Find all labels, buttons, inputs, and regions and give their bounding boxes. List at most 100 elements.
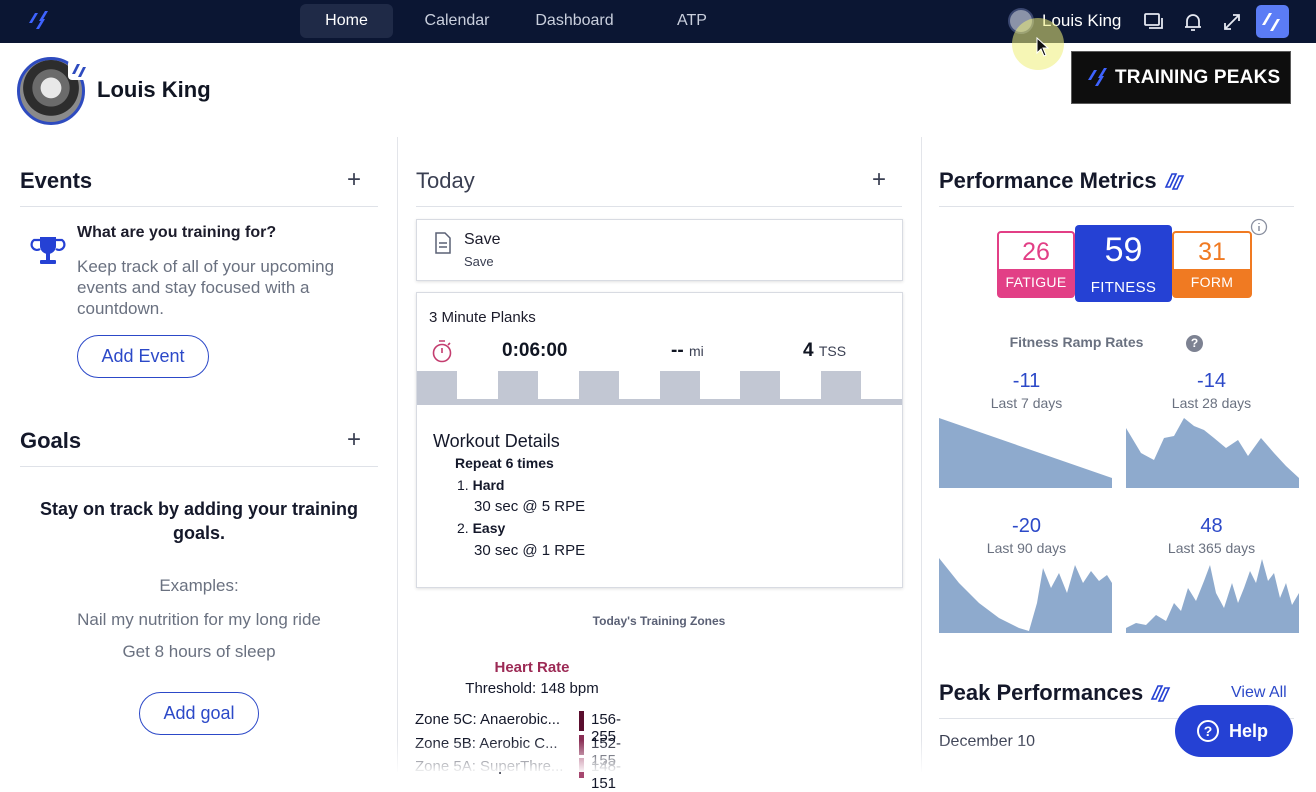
peak-performances-title: Peak Performances (939, 680, 1144, 705)
banner-text: TRAINING PEAKS (1115, 67, 1281, 88)
heart-rate-threshold: Threshold: 148 bpm (465, 680, 599, 697)
zone-color-bar (579, 711, 584, 731)
workout-duration: 0:06:00 (502, 340, 568, 361)
workout-distance: -- (671, 340, 684, 361)
add-today-plus-icon[interactable]: + (872, 166, 887, 193)
step-name: Easy (472, 520, 506, 536)
events-description: Keep track of all of your upcoming event… (77, 257, 335, 318)
ramp-chart-28-days (1126, 418, 1299, 488)
expand-icon[interactable] (1220, 10, 1244, 34)
workout-structure-graph (417, 371, 902, 405)
workout-card[interactable] (416, 292, 903, 588)
training-zones-title: Today's Training Zones (592, 614, 726, 628)
performance-metrics-title: Performance Metrics (939, 168, 1157, 193)
add-goal-plus-icon[interactable]: + (347, 426, 362, 453)
ramp-chart-7-days (939, 418, 1112, 488)
user-name-nav[interactable]: Louis King (1042, 11, 1122, 30)
divider (20, 466, 378, 467)
goals-examples-label: Examples: (159, 576, 239, 595)
document-icon (435, 232, 451, 254)
note-title: Save (464, 231, 501, 248)
tab-dashboard[interactable]: Dashboard (535, 12, 614, 29)
fitness-ramp-title: Fitness Ramp Rates (1009, 334, 1144, 350)
step-detail: 30 sec @ 5 RPE (474, 498, 586, 515)
trainingpeaks-banner: TRAINING PEAKS (1071, 51, 1291, 104)
add-event-button[interactable]: Add Event (77, 335, 209, 378)
step-number: 2. (457, 520, 469, 536)
zone-color-bar (579, 758, 584, 778)
scroll-fade (0, 740, 1316, 772)
chat-icon[interactable] (1142, 10, 1166, 34)
mouse-cursor-icon (1036, 37, 1050, 57)
note-card[interactable]: Save Save (416, 219, 903, 281)
app-switch-icon[interactable] (1256, 5, 1289, 38)
goal-example: Nail my nutrition for my long ride (77, 610, 321, 629)
events-title: Events (20, 168, 93, 193)
ramp-value-90: -20 (1012, 515, 1041, 537)
fitness-value: 59 (1104, 231, 1143, 269)
column-divider (921, 137, 922, 772)
question-icon: ? (1197, 720, 1219, 742)
ramp-period-28: Last 28 days (1171, 395, 1252, 411)
workout-tss: 4 (803, 340, 814, 361)
tab-home[interactable]: Home (300, 4, 393, 38)
divider (939, 206, 1294, 207)
zone-name: Zone 5A: SuperThre... (415, 758, 564, 775)
divider (20, 206, 378, 207)
column-divider (397, 137, 398, 772)
add-goal-button[interactable]: Add goal (139, 692, 259, 735)
zone-name: Zone 5B: Aerobic C... (415, 735, 558, 752)
peak-date: December 10 (939, 733, 1036, 750)
fitness-metric[interactable]: 59 FITNESS (1075, 225, 1172, 302)
repeat-label: Repeat 6 times (455, 455, 554, 471)
ramp-chart-90-days (939, 558, 1112, 633)
info-icon[interactable] (1250, 218, 1268, 236)
premium-badge-icon (1164, 173, 1185, 190)
bell-icon[interactable] (1181, 10, 1205, 34)
goals-cta-text: Stay on track by adding your training go… (39, 499, 359, 543)
step-name: Hard (472, 477, 505, 493)
tss-unit: TSS (818, 343, 847, 359)
stopwatch-icon (432, 340, 452, 363)
premium-badge-icon (68, 60, 90, 80)
form-label: FORM (1174, 269, 1250, 296)
events-question: What are you training for? (77, 224, 277, 241)
add-event-plus-icon[interactable]: + (347, 166, 362, 193)
step-number: 1. (457, 477, 469, 493)
fatigue-label: FATIGUE (999, 269, 1073, 296)
help-circle-icon[interactable]: ? (1186, 335, 1203, 352)
zone-range: 148-151 (591, 758, 622, 792)
divider (416, 206, 902, 207)
ramp-value-28: -14 (1197, 370, 1226, 392)
trainingpeaks-banner-logo-icon (1088, 68, 1107, 86)
form-metric[interactable]: 31 FORM (1172, 231, 1252, 298)
ramp-period-90: Last 90 days (986, 540, 1067, 556)
help-button[interactable]: ? Help (1175, 705, 1293, 757)
step-detail: 30 sec @ 1 RPE (474, 542, 586, 559)
trainingpeaks-logo-icon[interactable] (26, 9, 52, 33)
fatigue-metric[interactable]: 26 FATIGUE (997, 231, 1075, 298)
today-title: Today (416, 168, 475, 193)
ramp-chart-365-days (1126, 559, 1299, 633)
premium-badge-icon (1150, 685, 1171, 702)
note-subtitle: Save (464, 254, 494, 269)
distance-unit: mi (688, 343, 704, 359)
tab-calendar[interactable]: Calendar (424, 12, 490, 29)
fitness-label: FITNESS (1090, 279, 1157, 296)
zone-name: Zone 5C: Anaerobic... (415, 711, 561, 728)
view-all-link[interactable]: View All (1231, 684, 1287, 701)
profile-name: Louis King (97, 77, 211, 102)
help-label: Help (1229, 721, 1269, 741)
divider (939, 718, 1294, 719)
ramp-period-7: Last 7 days (990, 395, 1063, 411)
tab-atp[interactable]: ATP (677, 12, 707, 29)
workout-details-title: Workout Details (433, 431, 560, 451)
ramp-period-365: Last 365 days (1167, 540, 1256, 556)
ramp-value-7: -11 (1012, 370, 1041, 392)
goal-example: Get 8 hours of sleep (122, 642, 276, 661)
ramp-value-365: 48 (1200, 515, 1223, 537)
workout-title: 3 Minute Planks (429, 309, 536, 326)
heart-rate-title: Heart Rate (494, 659, 570, 676)
zone-color-bar (579, 735, 584, 755)
form-value: 31 (1198, 238, 1226, 266)
